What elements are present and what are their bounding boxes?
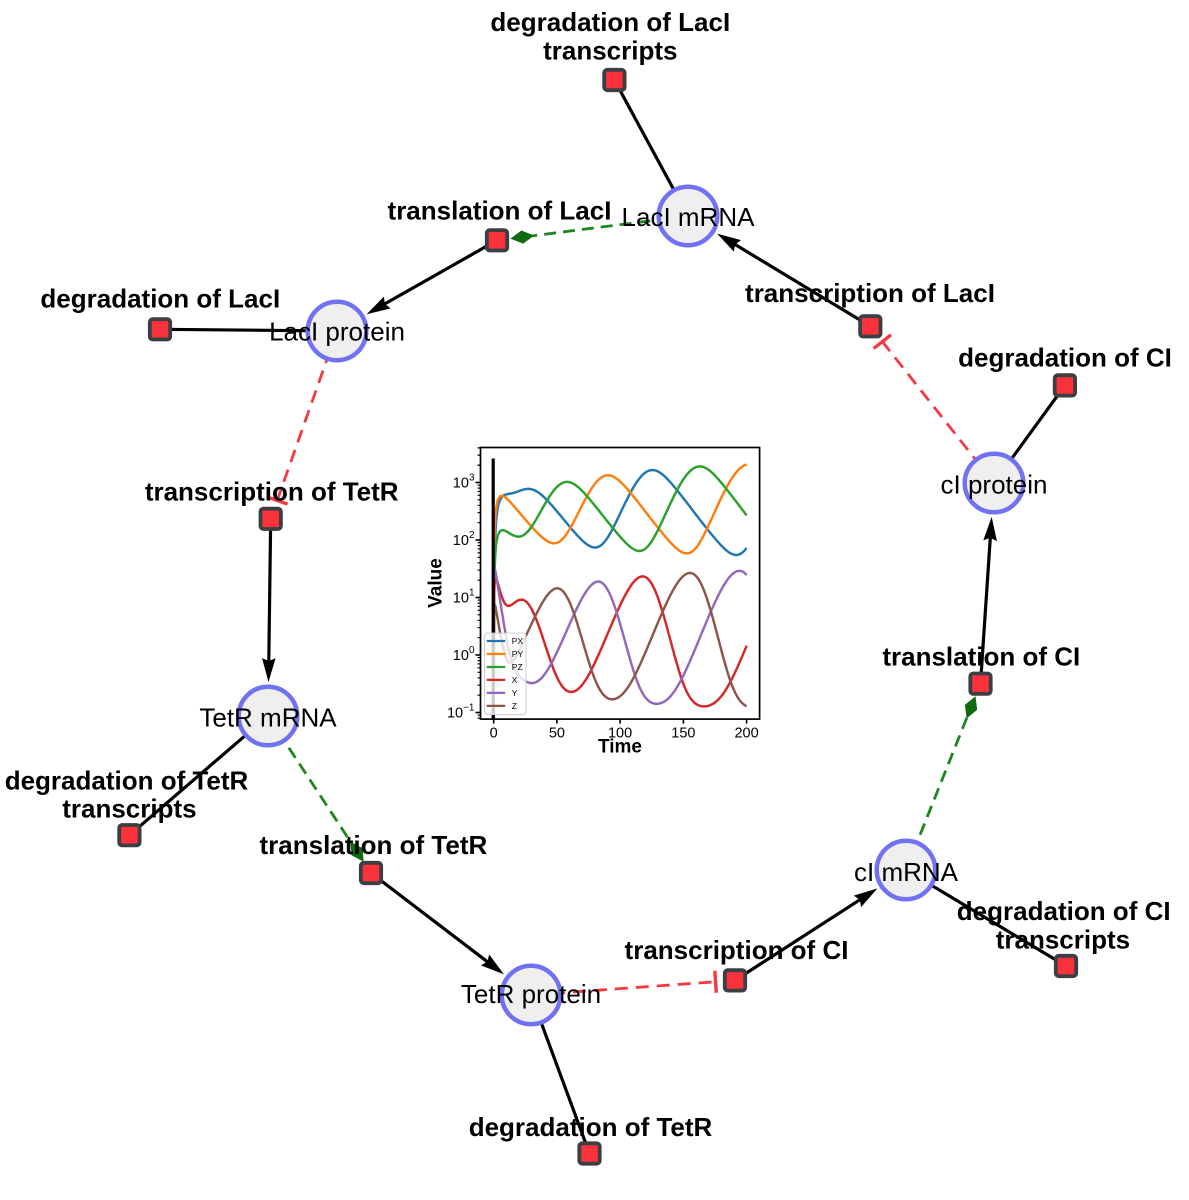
svg-text:PX: PX (512, 636, 524, 646)
svg-text:TetR mRNA: TetR mRNA (199, 702, 337, 732)
svg-text:PY: PY (512, 649, 524, 659)
svg-text:transcripts: transcripts (996, 924, 1130, 954)
svg-text:200: 200 (734, 726, 758, 742)
svg-text:Y: Y (512, 688, 518, 698)
svg-text:transcription of CI: transcription of CI (625, 935, 849, 965)
svg-text:transcripts: transcripts (62, 794, 196, 824)
svg-text:transcripts: transcripts (543, 35, 677, 65)
svg-text:PZ: PZ (512, 662, 523, 672)
svg-text:cI protein: cI protein (941, 469, 1048, 499)
svg-text:degradation of TetR: degradation of TetR (469, 1112, 713, 1142)
svg-text:translation of TetR: translation of TetR (260, 830, 488, 860)
svg-text:100: 100 (608, 726, 632, 742)
svg-text:transcription of TetR: transcription of TetR (145, 476, 399, 506)
svg-text:translation of CI: translation of CI (882, 642, 1080, 672)
svg-text:0: 0 (490, 726, 498, 742)
svg-text:degradation of LacI: degradation of LacI (40, 284, 280, 314)
svg-text:Time: Time (598, 737, 642, 758)
svg-text:translation of LacI: translation of LacI (388, 196, 612, 226)
svg-text:degradation of TetR: degradation of TetR (5, 766, 249, 796)
svg-text:degradation of LacI: degradation of LacI (490, 7, 730, 37)
svg-text:Z: Z (512, 701, 517, 711)
svg-text:LacI protein: LacI protein (269, 317, 405, 347)
svg-text:50: 50 (549, 726, 565, 742)
svg-text:X: X (512, 675, 518, 685)
svg-text:Value: Value (426, 558, 447, 608)
svg-text:transcription of LacI: transcription of LacI (745, 278, 995, 308)
svg-text:LacI mRNA: LacI mRNA (622, 202, 756, 232)
svg-text:TetR protein: TetR protein (461, 979, 601, 1009)
svg-text:degradation of CI: degradation of CI (957, 896, 1171, 926)
svg-text:cI mRNA: cI mRNA (854, 857, 959, 887)
svg-text:degradation of CI: degradation of CI (958, 342, 1172, 372)
svg-text:150: 150 (671, 726, 695, 742)
